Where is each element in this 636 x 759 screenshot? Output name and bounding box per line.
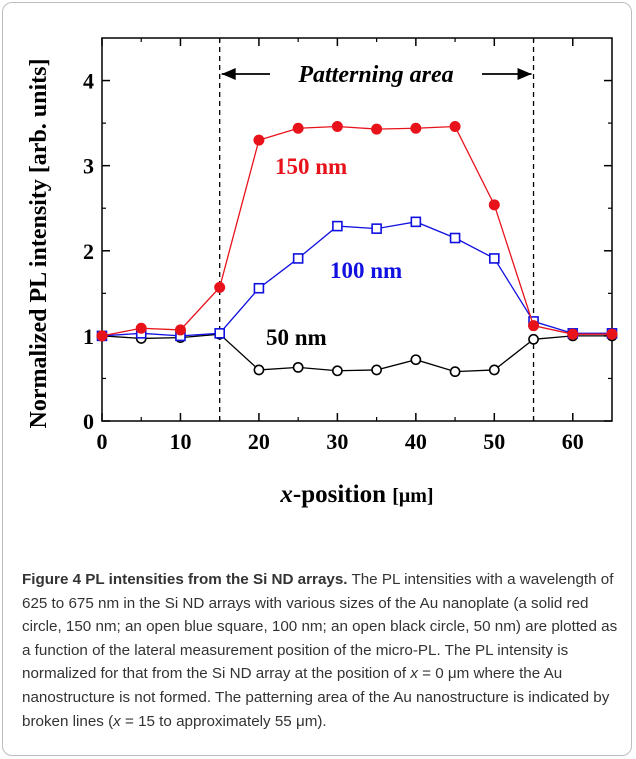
- x-tick-label: 10: [169, 429, 191, 454]
- data-point-50nm: [371, 364, 383, 376]
- series-label: 150 nm: [275, 154, 347, 179]
- region-label: Patterning area: [297, 62, 453, 88]
- data-point-100nm: [449, 232, 461, 244]
- y-axis-label: Normalized PL intensity [arb. units]: [26, 59, 52, 429]
- data-point-50nm: [331, 365, 343, 377]
- data-point-150nm: [449, 121, 461, 133]
- y-tick-label: 0: [83, 409, 94, 434]
- region-arrowhead-right: [517, 68, 532, 80]
- data-point-100nm: [332, 220, 343, 232]
- caption-body-3: = 15 to approximately 55 μm).: [120, 712, 327, 730]
- series-line-50-nm: [101, 333, 612, 373]
- data-point-150nm: [567, 328, 579, 340]
- caption-body-1: The PL intensities with a wavelength of …: [22, 571, 618, 683]
- x-tick-label: 40: [405, 429, 427, 454]
- caption-x-symbol-2: x: [113, 712, 121, 730]
- series-label: 100 nm: [330, 258, 402, 283]
- data-point-100nm: [292, 253, 304, 264]
- data-point-150nm: [371, 123, 383, 135]
- x-tick-label: 60: [562, 429, 584, 454]
- data-point-150nm: [96, 330, 108, 342]
- data-point-50nm: [410, 354, 422, 366]
- plot-frame: [101, 37, 613, 422]
- caption-body-2: = 0 μm where the Au nanostructure is not…: [22, 665, 610, 730]
- data-point-50nm: [528, 333, 539, 345]
- data-point-100nm: [371, 223, 382, 234]
- region-arrowhead-left: [221, 68, 236, 80]
- data-point-150nm: [253, 134, 265, 146]
- data-point-100nm: [214, 328, 225, 339]
- x-tick-label: 0: [97, 429, 108, 454]
- y-tick-label: 4: [83, 69, 94, 94]
- series-line-150-nm: [101, 125, 612, 337]
- y-tick-label: 2: [83, 239, 94, 264]
- pl-intensity-chart: 0 10 20 30 40 50 60 0 1 2 3 4 x-position [μm] Normali…: [26, 37, 618, 508]
- data-point-150nm: [410, 122, 422, 134]
- data-point-100nm: [489, 253, 500, 264]
- data-point-150nm: [331, 121, 343, 133]
- data-point-150nm: [214, 281, 226, 293]
- x-axis-label: x-position [μm]: [279, 481, 433, 508]
- caption-title: Figure 4 PL intensities from the Si ND a…: [22, 571, 348, 588]
- x-tick-label: 20: [248, 429, 270, 454]
- figure-caption: Figure 4 PL intensities from the Si ND a…: [22, 568, 618, 733]
- data-point-150nm: [292, 122, 304, 134]
- series-line-100-nm: [101, 221, 612, 337]
- x-tick-label: 30: [326, 429, 348, 454]
- caption-x-symbol-1: x: [410, 665, 418, 683]
- data-point-150nm: [528, 320, 540, 332]
- data-point-150nm: [606, 328, 618, 340]
- data-point-100nm: [253, 282, 265, 294]
- data-point-150nm: [174, 324, 186, 336]
- data-point-150nm: [135, 322, 147, 334]
- y-tick-label: 3: [83, 154, 94, 179]
- data-point-50nm: [292, 361, 304, 373]
- data-point-50nm: [488, 364, 500, 376]
- data-point-100nm: [410, 216, 422, 228]
- data-point-50nm: [253, 364, 265, 376]
- x-tick-label: 50: [483, 429, 505, 454]
- data-point-150nm: [488, 199, 500, 211]
- series-label: 50 nm: [266, 325, 327, 350]
- data-point-50nm: [449, 366, 461, 378]
- y-tick-label: 1: [83, 324, 94, 349]
